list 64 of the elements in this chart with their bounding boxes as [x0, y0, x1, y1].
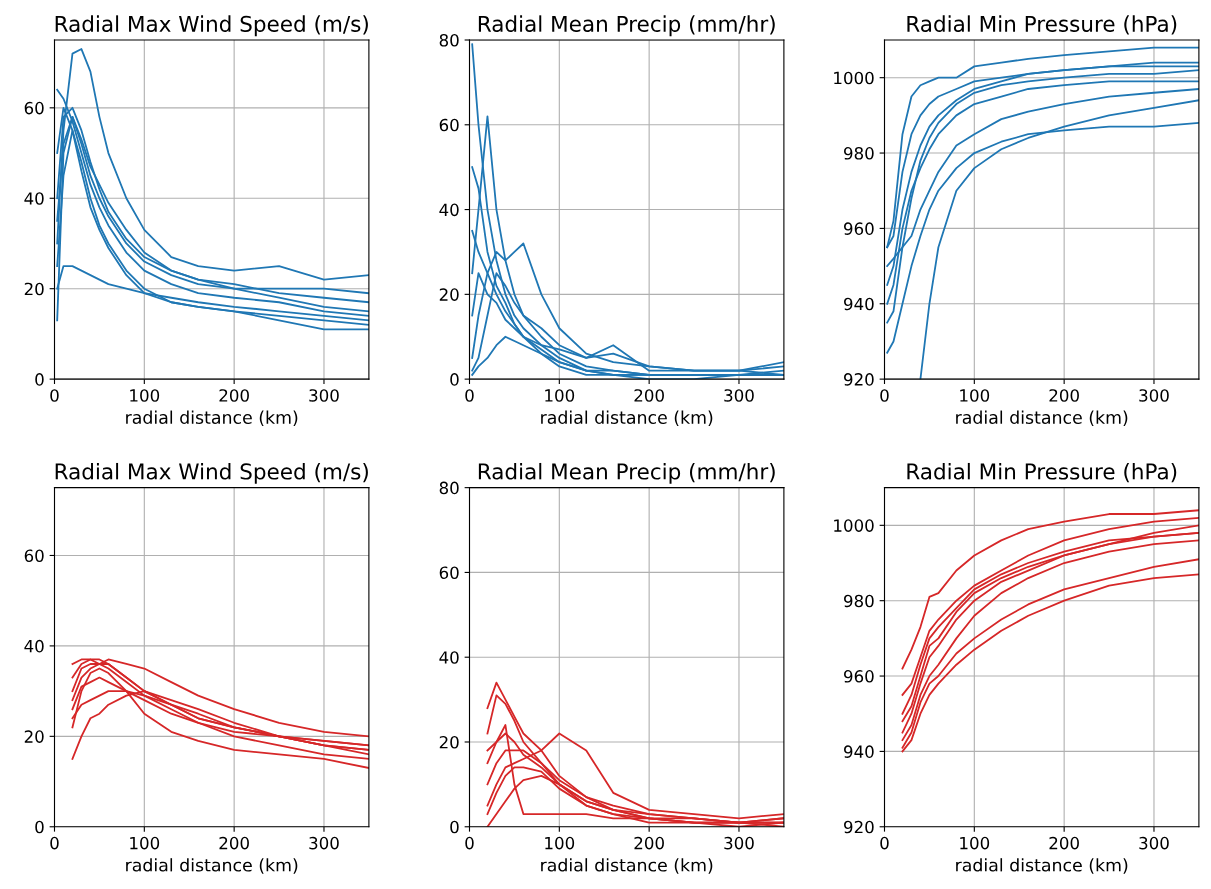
x-tick-label: 0: [880, 836, 889, 850]
chart-title: Radial Mean Precip (mm/hr): [478, 15, 775, 37]
y-tick-label: 1000: [834, 71, 874, 85]
x-axis-title: radial distance (km): [956, 410, 1128, 427]
y-tick-label: 60: [24, 549, 44, 563]
y-tick-label: 20: [439, 288, 459, 301]
x-tick-label: 100: [130, 836, 160, 850]
chart-title: Radial Max Wind Speed (m/s): [55, 15, 368, 37]
x-tick-label: 200: [219, 389, 249, 402]
y-tick-label: 0: [35, 373, 44, 386]
x-axis-title: radial distance (km): [541, 410, 713, 427]
x-tick-label: 300: [724, 836, 754, 850]
x-tick-label: 0: [880, 389, 889, 402]
y-tick-label: 20: [439, 735, 459, 749]
y-tick-label: 20: [24, 730, 44, 743]
y-tick-label: 40: [439, 651, 459, 664]
y-tick-label: 40: [24, 192, 44, 205]
chart-title: Radial Max Wind Speed (m/s): [55, 462, 368, 484]
y-tick-label: 940: [844, 297, 874, 311]
y-tick-label: 40: [439, 203, 459, 217]
y-tick-label: 940: [844, 745, 874, 758]
x-tick-label: 100: [130, 389, 160, 402]
y-tick-label: 980: [844, 594, 874, 608]
y-tick-label: 20: [24, 282, 44, 296]
y-tick-label: 80: [439, 33, 459, 47]
y-tick-label: 60: [439, 118, 459, 132]
y-tick-label: 0: [450, 373, 459, 386]
chart-title: Radial Min Pressure (hPa): [907, 462, 1177, 483]
x-axis-title: radial distance (km): [541, 858, 713, 874]
x-tick-label: 200: [634, 389, 664, 402]
chart-title: Radial Mean Precip (mm/hr): [478, 462, 775, 484]
x-tick-label: 100: [960, 836, 990, 850]
y-tick-label: 980: [844, 147, 874, 160]
y-tick-label: 60: [439, 566, 459, 579]
y-tick-label: 920: [844, 820, 874, 834]
x-axis-title: radial distance (km): [126, 410, 298, 427]
x-tick-label: 200: [634, 836, 664, 850]
x-axis-title: radial distance (km): [126, 858, 298, 874]
x-tick-label: 200: [1049, 389, 1079, 402]
chart-title: Radial Min Pressure (hPa): [907, 15, 1177, 35]
x-tick-label: 100: [545, 836, 575, 850]
y-tick-label: 80: [439, 481, 459, 495]
x-tick-label: 300: [309, 389, 339, 402]
x-tick-label: 0: [50, 389, 59, 402]
x-tick-label: 0: [465, 836, 474, 850]
x-tick-label: 300: [1139, 836, 1169, 850]
y-tick-label: 60: [24, 101, 44, 115]
x-tick-label: 100: [545, 389, 575, 402]
y-tick-label: 960: [844, 670, 874, 683]
x-tick-label: 200: [1049, 836, 1079, 850]
x-tick-label: 200: [219, 836, 249, 850]
y-tick-label: 0: [450, 820, 459, 834]
x-tick-label: 0: [465, 389, 474, 402]
x-axis-title: radial distance (km): [956, 858, 1128, 874]
y-tick-label: 1000: [834, 519, 874, 532]
y-tick-label: 920: [844, 373, 874, 386]
x-tick-label: 300: [1139, 389, 1169, 402]
y-tick-label: 0: [35, 820, 44, 834]
x-tick-label: 100: [960, 389, 990, 402]
x-tick-label: 300: [309, 836, 339, 850]
x-tick-label: 0: [50, 836, 59, 850]
y-tick-label: 960: [844, 222, 874, 235]
x-tick-label: 300: [724, 389, 754, 402]
y-tick-label: 40: [24, 639, 44, 653]
